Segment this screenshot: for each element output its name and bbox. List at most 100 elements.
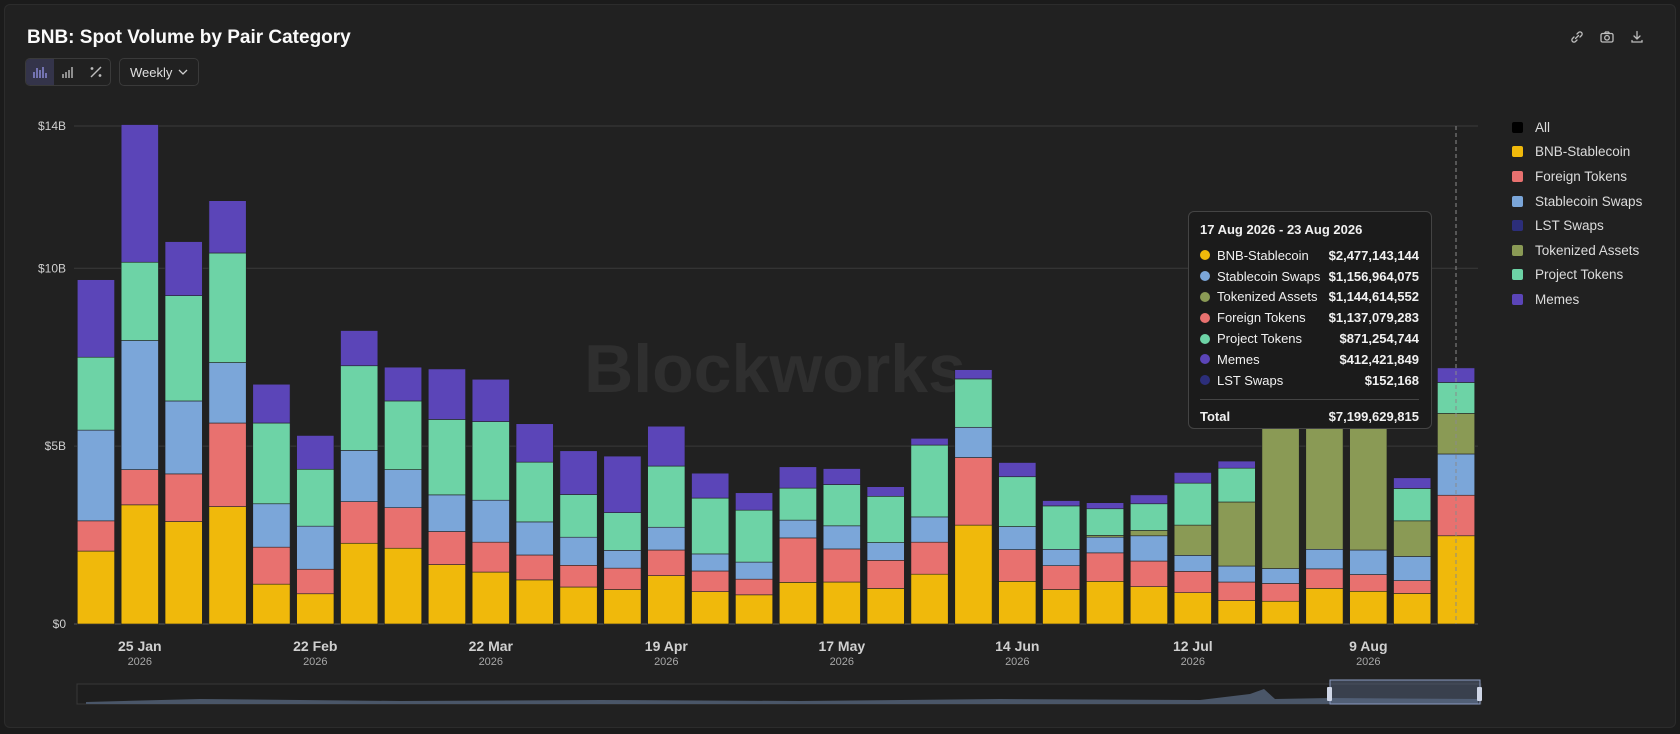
bar-segment[interactable] bbox=[735, 561, 774, 580]
bar-segment[interactable] bbox=[647, 575, 686, 625]
bar-segment[interactable] bbox=[778, 519, 817, 539]
bar-segment[interactable] bbox=[1349, 590, 1388, 625]
bar-segment[interactable] bbox=[1086, 502, 1125, 510]
bar-segment[interactable] bbox=[1042, 500, 1081, 507]
bar-segment[interactable] bbox=[559, 586, 598, 625]
bar-segment[interactable] bbox=[954, 457, 993, 526]
bar-segment[interactable] bbox=[208, 200, 247, 254]
bar-segment[interactable] bbox=[471, 499, 510, 543]
bar-segment[interactable] bbox=[1173, 592, 1212, 625]
bar-segment[interactable] bbox=[735, 594, 774, 625]
bar-segment[interactable] bbox=[691, 570, 730, 592]
bar-segment[interactable] bbox=[1437, 494, 1476, 537]
bar-segment[interactable] bbox=[252, 422, 291, 505]
bar-segment[interactable] bbox=[1086, 536, 1125, 554]
bar-segment[interactable] bbox=[954, 426, 993, 458]
bar-segment[interactable] bbox=[340, 450, 379, 502]
download-icon[interactable] bbox=[1629, 29, 1647, 47]
bar-segment[interactable] bbox=[1349, 574, 1388, 592]
bar-segment[interactable] bbox=[515, 461, 554, 523]
navigator-handle-right[interactable] bbox=[1477, 687, 1482, 701]
bar-segment[interactable] bbox=[998, 549, 1037, 582]
bar-segment[interactable] bbox=[910, 573, 949, 625]
bar-segment[interactable] bbox=[384, 400, 423, 470]
bar-segment[interactable] bbox=[1393, 477, 1432, 489]
bar-segment[interactable] bbox=[998, 581, 1037, 625]
bar-segment[interactable] bbox=[384, 547, 423, 625]
bar-segment[interactable] bbox=[691, 497, 730, 555]
bar-segment[interactable] bbox=[691, 472, 730, 499]
bar-segment[interactable] bbox=[252, 583, 291, 625]
bar-segment[interactable] bbox=[208, 422, 247, 507]
bar-segment[interactable] bbox=[208, 506, 247, 625]
range-navigator[interactable] bbox=[76, 679, 1482, 705]
bar-segment[interactable] bbox=[603, 589, 642, 625]
bar-segment[interactable] bbox=[120, 340, 159, 470]
bar-segment[interactable] bbox=[1086, 552, 1125, 582]
bar-segment[interactable] bbox=[1217, 460, 1256, 469]
bar-segment[interactable] bbox=[778, 537, 817, 583]
bar-segment[interactable] bbox=[1129, 560, 1168, 587]
bar-segment[interactable] bbox=[1042, 589, 1081, 625]
bar-segment[interactable] bbox=[164, 400, 203, 475]
bar-segment[interactable] bbox=[603, 455, 642, 513]
bar-segment[interactable] bbox=[471, 571, 510, 625]
bar-segment[interactable] bbox=[76, 550, 115, 625]
bar-segment[interactable] bbox=[252, 546, 291, 585]
bar-icon[interactable] bbox=[54, 59, 82, 85]
bar-segment[interactable] bbox=[778, 582, 817, 625]
bar-segment[interactable] bbox=[998, 476, 1037, 527]
bar-segment[interactable] bbox=[1217, 501, 1256, 567]
bar-segment[interactable] bbox=[910, 444, 949, 518]
bar-segment[interactable] bbox=[822, 525, 861, 550]
bar-segment[interactable] bbox=[1129, 535, 1168, 562]
legend-item[interactable]: LST Swaps bbox=[1512, 213, 1642, 238]
bar-segment[interactable] bbox=[340, 542, 379, 625]
bar-segment[interactable] bbox=[647, 526, 686, 551]
bar-segment[interactable] bbox=[515, 521, 554, 556]
bar-segment[interactable] bbox=[120, 261, 159, 341]
bar-segment[interactable] bbox=[1393, 580, 1432, 594]
bar-segment[interactable] bbox=[603, 567, 642, 590]
bar-segment[interactable] bbox=[76, 279, 115, 358]
bar-segment[interactable] bbox=[427, 564, 466, 625]
bar-segment[interactable] bbox=[1305, 548, 1344, 570]
bar-segment[interactable] bbox=[1437, 413, 1476, 455]
bar-segment[interactable] bbox=[954, 378, 993, 428]
bar-segment[interactable] bbox=[998, 526, 1037, 550]
bar-segment[interactable] bbox=[164, 473, 203, 522]
bar-segment[interactable] bbox=[471, 421, 510, 501]
bar-segment[interactable] bbox=[1305, 568, 1344, 589]
bar-segment[interactable] bbox=[647, 549, 686, 576]
bar-segment[interactable] bbox=[76, 356, 115, 431]
bar-segment[interactable] bbox=[296, 568, 335, 595]
bar-segment[interactable] bbox=[910, 438, 949, 446]
bar-segment[interactable] bbox=[998, 462, 1037, 478]
bar-segment[interactable] bbox=[515, 554, 554, 581]
bar-segment[interactable] bbox=[822, 581, 861, 625]
camera-icon[interactable] bbox=[1599, 29, 1617, 47]
bar-segment[interactable] bbox=[384, 507, 423, 549]
bar-segment[interactable] bbox=[822, 548, 861, 583]
navigator-handle-left[interactable] bbox=[1327, 687, 1332, 701]
bar-segment[interactable] bbox=[427, 531, 466, 565]
bar-segment[interactable] bbox=[340, 365, 379, 451]
legend-item[interactable]: BNB-Stablecoin bbox=[1512, 140, 1642, 165]
bar-segment[interactable] bbox=[1217, 467, 1256, 503]
bar-segment[interactable] bbox=[822, 468, 861, 485]
bar-segment[interactable] bbox=[120, 504, 159, 625]
bar-segment[interactable] bbox=[866, 588, 905, 625]
bar-segment[interactable] bbox=[1173, 571, 1212, 593]
bar-segment[interactable] bbox=[1129, 494, 1168, 505]
bar-segment[interactable] bbox=[427, 419, 466, 496]
bar-segment[interactable] bbox=[647, 465, 686, 528]
bar-segment[interactable] bbox=[559, 536, 598, 566]
bar-segment[interactable] bbox=[1393, 488, 1432, 522]
legend-item[interactable]: Memes bbox=[1512, 287, 1642, 312]
period-select[interactable]: Weekly bbox=[119, 58, 200, 86]
bar-segment[interactable] bbox=[76, 429, 115, 522]
bar-segment[interactable] bbox=[1129, 586, 1168, 625]
bar-segment[interactable] bbox=[559, 450, 598, 495]
bar-segment[interactable] bbox=[340, 501, 379, 544]
bar-segment[interactable] bbox=[120, 124, 159, 263]
